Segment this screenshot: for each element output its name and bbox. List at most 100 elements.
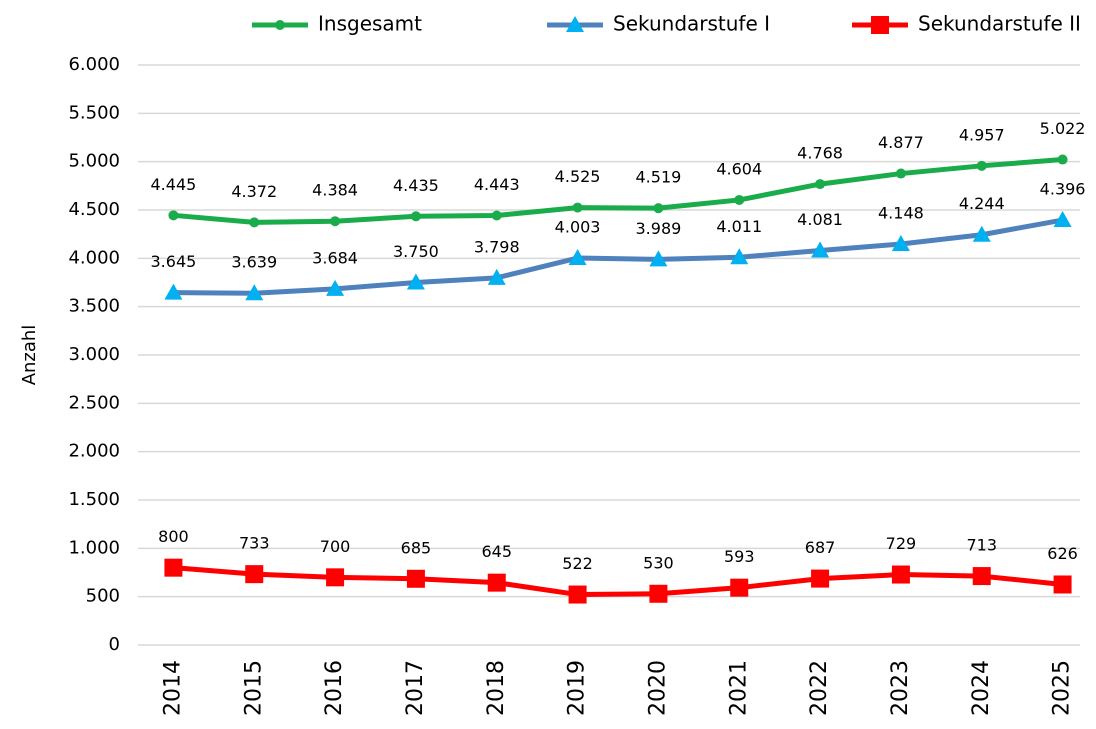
data-label: 4.244 — [959, 194, 1005, 213]
series-line — [173, 157, 1063, 225]
data-point — [730, 578, 749, 597]
data-point — [168, 210, 179, 221]
data-point — [164, 283, 183, 300]
y-tick-label: 500 — [86, 586, 120, 607]
data-label: 593 — [724, 547, 755, 566]
data-point — [811, 241, 830, 258]
x-tick-label: 2015 — [241, 660, 266, 716]
series-line — [173, 565, 1063, 598]
data-point — [487, 573, 506, 592]
data-point — [649, 250, 668, 267]
data-label: 645 — [481, 542, 512, 561]
x-tick-label: 2018 — [484, 660, 509, 716]
x-tick-label: 2020 — [645, 660, 670, 716]
data-label: 687 — [805, 538, 836, 557]
data-point — [568, 585, 587, 604]
data-label: 626 — [1047, 544, 1078, 563]
x-tick-label: 2017 — [403, 660, 428, 716]
data-label: 4.443 — [474, 175, 520, 194]
legend-label: Sekundarstufe II — [918, 12, 1081, 36]
data-label: 4.957 — [959, 125, 1005, 144]
data-label: 4.011 — [716, 217, 762, 236]
data-point — [730, 248, 749, 265]
x-tick-label: 2016 — [322, 660, 347, 716]
data-label: 4.435 — [393, 176, 439, 195]
legend-label: Insgesamt — [318, 12, 422, 36]
y-tick-label: 0 — [109, 634, 120, 655]
data-label: 522 — [562, 554, 593, 573]
y-tick-label: 1.500 — [68, 489, 120, 510]
series-line — [173, 217, 1064, 296]
data-label: 3.639 — [231, 253, 277, 272]
data-label: 729 — [886, 534, 917, 553]
data-label: 3.684 — [312, 248, 358, 267]
data-label: 713 — [966, 536, 997, 555]
y-tick-label: 4.500 — [68, 199, 120, 220]
y-tick-label: 3.500 — [68, 296, 120, 317]
data-point — [326, 568, 345, 587]
data-point — [895, 168, 906, 179]
data-label: 530 — [643, 553, 674, 572]
data-label: 4.081 — [797, 210, 843, 229]
data-point — [249, 217, 260, 228]
data-point — [491, 210, 502, 221]
y-tick-label: 6.000 — [68, 54, 120, 75]
legend-marker — [871, 16, 889, 34]
data-point — [410, 211, 421, 222]
data-label: 3.989 — [636, 219, 682, 238]
data-label: 4.604 — [716, 159, 762, 178]
data-point — [406, 569, 425, 588]
data-point — [406, 273, 425, 290]
data-point — [891, 565, 910, 584]
y-tick-label: 3.000 — [68, 344, 120, 365]
data-label: 685 — [401, 538, 432, 557]
data-point — [972, 225, 991, 242]
data-label: 800 — [158, 527, 189, 546]
y-tick-label: 5.500 — [68, 102, 120, 123]
data-point — [649, 584, 668, 603]
data-point — [734, 194, 745, 205]
data-point — [572, 202, 583, 213]
data-label: 700 — [320, 537, 351, 556]
data-point — [245, 565, 264, 584]
data-label: 4.148 — [878, 204, 924, 223]
y-tick-label: 2.500 — [68, 392, 120, 413]
y-tick-label: 4.000 — [68, 247, 120, 268]
data-point — [811, 569, 830, 588]
x-tick-label: 2022 — [807, 660, 832, 716]
x-tick-label: 2025 — [1050, 660, 1075, 716]
data-label: 4.445 — [151, 175, 197, 194]
legend-marker — [566, 16, 584, 32]
data-label: 4.768 — [797, 144, 843, 163]
data-label: 4.396 — [1040, 180, 1086, 199]
x-tick-label: 2014 — [160, 660, 185, 716]
data-point — [487, 268, 506, 285]
data-point — [891, 235, 910, 252]
y-tick-label: 2.000 — [68, 441, 120, 462]
data-point — [1053, 211, 1072, 228]
data-label: 4.003 — [555, 218, 601, 237]
legend-marker — [275, 20, 285, 30]
data-point — [653, 203, 664, 214]
data-point — [245, 284, 264, 301]
x-tick-label: 2023 — [888, 660, 913, 716]
data-label: 4.384 — [312, 181, 358, 200]
data-label: 4.877 — [878, 133, 924, 152]
data-label: 4.372 — [231, 182, 277, 201]
data-point — [330, 216, 341, 227]
x-tick-label: 2019 — [565, 660, 590, 716]
data-point — [815, 179, 826, 190]
data-point — [1057, 154, 1068, 165]
data-point — [164, 558, 183, 577]
data-label: 4.519 — [636, 168, 682, 187]
data-label: 4.525 — [555, 167, 601, 186]
data-point — [568, 249, 587, 266]
x-tick-label: 2021 — [726, 660, 751, 716]
data-point — [326, 279, 345, 296]
data-label: 3.645 — [151, 252, 197, 271]
x-tick-label: 2024 — [969, 660, 994, 716]
data-point — [1053, 575, 1072, 594]
y-tick-label: 1.000 — [68, 537, 120, 558]
data-point — [976, 160, 987, 171]
data-label: 733 — [239, 534, 270, 553]
